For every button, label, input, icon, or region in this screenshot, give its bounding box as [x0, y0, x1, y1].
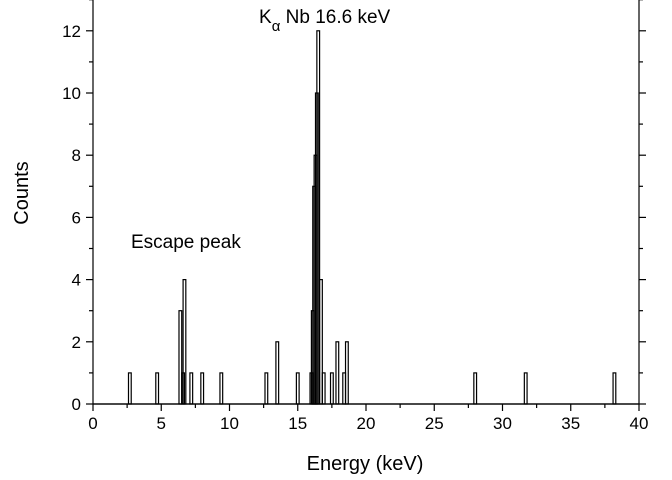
x-tick-label: 20	[357, 414, 376, 433]
y-tick-label: 10	[62, 84, 81, 103]
x-tick-label: 0	[88, 414, 97, 433]
k-letter: K	[259, 7, 272, 28]
histogram-bar	[127, 372, 132, 405]
histogram-bar	[189, 372, 194, 405]
histogram-bar	[335, 341, 340, 405]
histogram-bar	[523, 372, 528, 405]
histogram-bar	[295, 372, 300, 405]
nb-energy-text: Nb 16.6 keV	[280, 7, 390, 28]
y-tick-label: 4	[72, 271, 81, 290]
y-axis-title: Counts	[11, 161, 33, 224]
x-tick-label: 25	[425, 414, 444, 433]
y-tick-label: 6	[72, 208, 81, 227]
escape-peak-label: Escape peak	[131, 232, 241, 253]
x-tick-label: 35	[561, 414, 580, 433]
histogram-bar	[612, 372, 617, 405]
alpha-subscript: α	[272, 18, 281, 35]
histogram-bar	[344, 341, 349, 405]
y-axis-ticks: 0 2 4 6 8 10 12	[62, 0, 646, 414]
k-alpha-nb-label: Kα Nb 16.6 keV	[259, 7, 391, 35]
y-tick-label: 8	[72, 146, 81, 165]
histogram-bar	[264, 372, 269, 405]
x-tick-label: 15	[288, 414, 307, 433]
y-tick-label: 0	[72, 395, 81, 414]
y-tick-label: 2	[72, 333, 81, 352]
plot-frame	[92, 0, 640, 405]
histogram-bar	[219, 372, 224, 405]
histogram-bar	[329, 372, 334, 405]
x-axis-title: Energy (keV)	[307, 453, 424, 475]
histogram-bars	[127, 30, 617, 405]
histogram-bar	[200, 372, 205, 405]
histogram-bar	[155, 372, 160, 405]
x-axis-ticks: 0 5 10 15 20 25 30 35 40	[88, 404, 648, 433]
x-tick-label: 30	[493, 414, 512, 433]
histogram-bar	[275, 341, 280, 405]
histogram-bar	[473, 372, 478, 405]
histogram-bar	[321, 372, 326, 405]
x-tick-label: 10	[220, 414, 239, 433]
x-tick-label: 40	[630, 414, 649, 433]
y-tick-label: 12	[62, 22, 81, 41]
x-tick-label: 5	[157, 414, 166, 433]
